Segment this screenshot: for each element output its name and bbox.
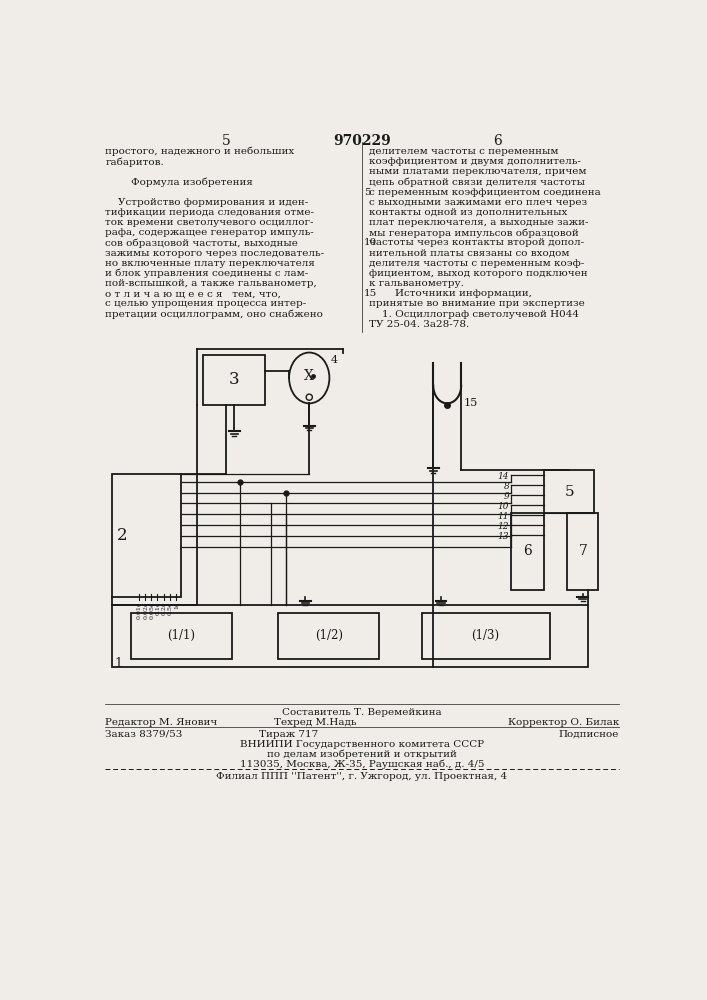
Text: 1. Осциллограф светолучевой Н044: 1. Осциллограф светолучевой Н044 [369,310,579,319]
Text: рафа, содержащее генератор импуль-: рафа, содержащее генератор импуль- [105,228,314,237]
Text: 14: 14 [498,472,509,481]
Text: цепь обратной связи делителя частоты: цепь обратной связи делителя частоты [369,177,585,187]
Text: Формула изобретения: Формула изобретения [105,177,253,187]
Text: пой-вспышкой, а также гальванометр,: пой-вспышкой, а также гальванометр, [105,279,317,288]
Bar [567,513,598,590]
Text: фициентом, выход которого подключен: фициентом, выход которого подключен [369,269,588,278]
Bar [112,605,588,667]
Text: (1/1): (1/1) [168,629,195,642]
Text: 970229: 970229 [333,134,391,148]
Text: (1/2): (1/2) [315,629,343,642]
Text: 2: 2 [117,527,128,544]
Text: 0.02c: 0.02c [144,601,148,619]
Text: мы генератора импульсов образцовой: мы генератора импульсов образцовой [369,228,578,238]
Text: делителем частоты с переменным: делителем частоты с переменным [369,147,559,156]
Text: 5: 5 [364,188,371,197]
Text: 6: 6 [523,544,532,558]
Bar [112,474,182,597]
Text: но включенные плату переключателя: но включенные плату переключателя [105,259,315,268]
Text: по делам изобретений и открытий: по делам изобретений и открытий [267,750,457,759]
Text: и блок управления соединены с лам-: и блок управления соединены с лам- [105,269,309,278]
Text: контакты одной из дополнительных: контакты одной из дополнительных [369,208,567,217]
Text: простого, надежного и небольших: простого, надежного и небольших [105,147,295,156]
Text: 7: 7 [578,544,588,558]
Text: принятые во внимание при экспертизе: принятые во внимание при экспертизе [369,299,585,308]
Text: делителя частоты с переменным коэф-: делителя частоты с переменным коэф- [369,259,584,268]
Text: Редактор М. Янович: Редактор М. Янович [105,718,218,727]
Text: 0.05c: 0.05c [149,601,154,619]
Text: 0.5c: 0.5c [168,601,173,615]
Text: 5: 5 [222,134,230,148]
Text: о т л и ч а ю щ е е с я   тем, что,: о т л и ч а ю щ е е с я тем, что, [105,289,281,298]
Text: Устройство формирования и иден-: Устройство формирования и иден- [105,198,309,207]
Text: ВНИИПИ Государственного комитета СССР: ВНИИПИ Государственного комитета СССР [240,740,484,749]
Text: 13: 13 [498,532,509,541]
Text: 0.01c: 0.01c [137,601,142,619]
Bar [421,613,549,659]
Text: (1/3): (1/3) [472,629,500,642]
Text: габаритов.: габаритов. [105,157,164,167]
Text: сов образцовой частоты, выходные: сов образцовой частоты, выходные [105,238,298,248]
Text: 10: 10 [498,502,509,511]
Text: 9: 9 [503,492,509,501]
Text: 5: 5 [564,485,574,499]
Text: 15: 15 [464,398,478,408]
Bar [131,613,232,659]
Text: ными платами переключателя, причем: ными платами переключателя, причем [369,167,586,176]
Text: Корректор О. Билак: Корректор О. Билак [508,718,619,727]
Text: с целью упрощения процесса интер-: с целью упрощения процесса интер- [105,299,307,308]
Text: Подписное: Подписное [559,730,619,739]
Text: ТУ 25-04. 3а28-78.: ТУ 25-04. 3а28-78. [369,320,469,329]
Text: тификации периода следования отме-: тификации периода следования отме- [105,208,315,217]
Bar [544,470,595,513]
Text: 113035, Москва, Ж-35, Раушская наб., д. 4/5: 113035, Москва, Ж-35, Раушская наб., д. … [240,760,484,769]
Text: к гальванометру.: к гальванометру. [369,279,464,288]
Text: 12: 12 [498,522,509,531]
Text: Техред М.Надь: Техред М.Надь [274,718,357,727]
Text: зажимы которого через последователь-: зажимы которого через последователь- [105,249,325,258]
Text: коэффициентом и двумя дополнитель-: коэффициентом и двумя дополнитель- [369,157,580,166]
Text: 1c: 1c [174,601,180,609]
Text: 6: 6 [493,134,502,148]
Text: ток времени светолучевого осциллог-: ток времени светолучевого осциллог- [105,218,314,227]
Text: Составитель Т. Веремейкина: Составитель Т. Веремейкина [282,708,442,717]
Text: Источники информации,: Источники информации, [369,289,532,298]
Text: 0.1c: 0.1c [156,601,160,615]
Text: с выходными зажимами его плеч через: с выходными зажимами его плеч через [369,198,587,207]
Text: нительной платы связаны со входом: нительной платы связаны со входом [369,249,569,258]
Bar [203,355,265,405]
Text: 3: 3 [229,371,240,388]
Text: X: X [304,369,314,383]
Text: претации осциллограмм, оно снабжено: претации осциллограмм, оно снабжено [105,310,323,319]
Text: Тираж 717: Тираж 717 [259,730,318,739]
Bar [510,513,544,590]
Text: 4: 4 [331,355,338,365]
Text: Заказ 8379/53: Заказ 8379/53 [105,730,183,739]
Text: частоты через контакты второй допол-: частоты через контакты второй допол- [369,238,584,247]
Text: 11: 11 [498,512,509,521]
Text: 10: 10 [364,238,378,247]
Text: 0.2c: 0.2c [162,601,167,615]
Text: 15: 15 [364,289,378,298]
Bar [279,613,379,659]
Text: 8: 8 [503,482,509,491]
Text: Филиал ППП ''Патент'', г. Ужгород, ул. Проектная, 4: Филиал ППП ''Патент'', г. Ужгород, ул. П… [216,772,508,781]
Text: 1: 1 [114,657,122,670]
Text: с переменным коэффициентом соединена: с переменным коэффициентом соединена [369,188,601,197]
Text: плат переключателя, а выходные зажи-: плат переключателя, а выходные зажи- [369,218,588,227]
